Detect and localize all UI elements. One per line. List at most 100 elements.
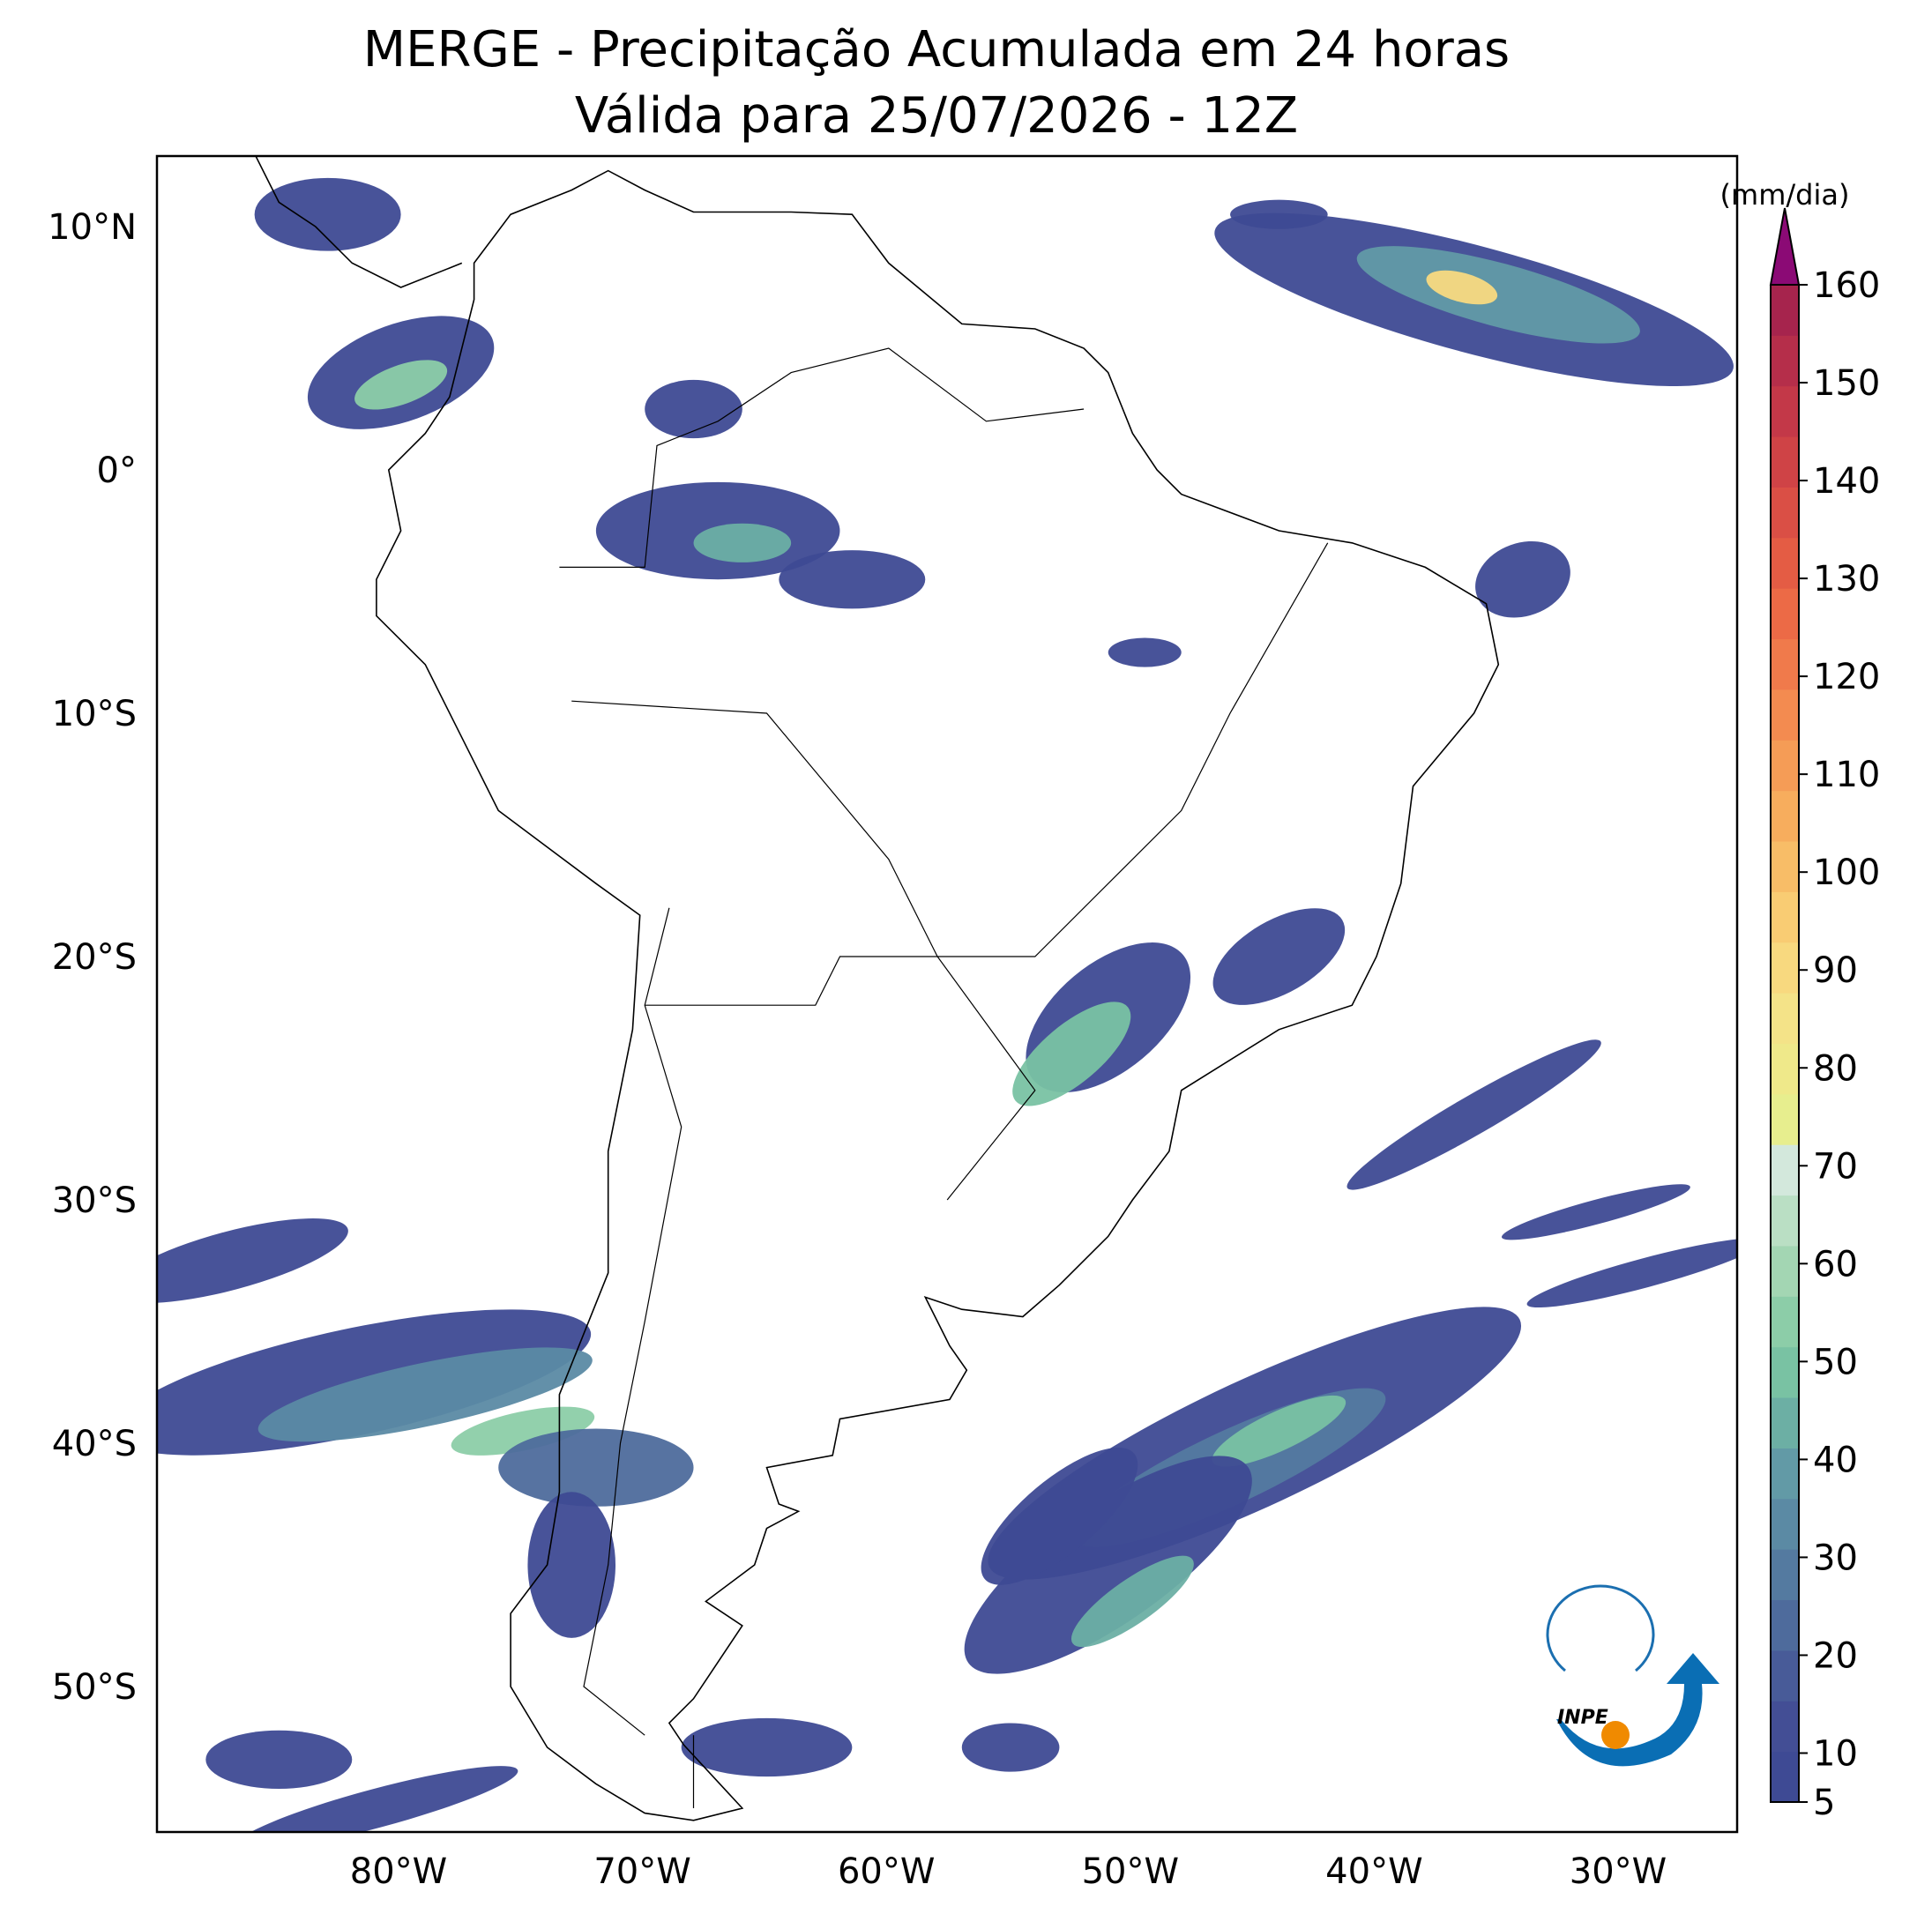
colorbar-extend	[1769, 207, 1801, 286]
colorbar-label: 120	[1813, 657, 1880, 697]
colorbar-band	[1771, 285, 1799, 336]
precip-area	[1475, 540, 1570, 618]
colorbar-band	[1771, 1397, 1799, 1449]
colorbar-band	[1771, 1144, 1799, 1196]
lat-label: 30°S	[52, 1180, 137, 1221]
colorbar-band	[1771, 1195, 1799, 1247]
colorbar-band	[1771, 487, 1799, 539]
colorbar-label: 70	[1813, 1146, 1858, 1187]
title: MERGE - Precipitação Acumulada em 24 hor…	[363, 21, 1510, 78]
colorbar-band	[1771, 1093, 1799, 1145]
colorbar-band	[1771, 1549, 1799, 1601]
colorbar-label: 30	[1813, 1538, 1858, 1578]
colorbar-label: 20	[1813, 1635, 1858, 1676]
colorbar-band	[1771, 1296, 1799, 1348]
border	[571, 700, 938, 957]
colorbar-label: 140	[1813, 461, 1880, 502]
precip-area	[527, 1492, 616, 1638]
precip-area	[964, 1456, 1252, 1674]
colorbar-unit: (mm/dia)	[1720, 178, 1850, 212]
lat-label: 10°N	[48, 207, 137, 248]
border	[583, 907, 683, 1736]
lon-label: 70°W	[593, 1851, 690, 1892]
precip-area	[257, 1347, 593, 1442]
map-frame	[155, 154, 1739, 1834]
border	[936, 542, 1329, 1201]
colorbar-label: 40	[1813, 1440, 1858, 1480]
colorbar-band	[1771, 638, 1799, 690]
precip-area	[961, 1723, 1060, 1772]
colorbar-band	[1771, 1043, 1799, 1095]
colorbar-label: 160	[1813, 265, 1880, 306]
subtitle: Válida para 25/07/2026 - 12Z	[575, 87, 1298, 145]
colorbar-band	[1771, 1650, 1799, 1702]
precip-area	[451, 1406, 595, 1456]
colorbar-label: 150	[1813, 363, 1880, 404]
colorbar-band	[1771, 436, 1799, 488]
colorbar: 5 10 20 30 40 50 60 70 80 90 100 110 120 130 140 150 160…	[1720, 178, 1881, 1823]
colorbar-outline	[1770, 285, 1800, 1803]
precip-area	[779, 550, 926, 609]
border	[559, 347, 1085, 568]
colorbar-band	[1771, 993, 1799, 1044]
colorbar-label: 110	[1813, 755, 1880, 795]
precip-area	[1346, 1039, 1601, 1190]
precip-area	[235, 1766, 518, 1832]
colorbar-band	[1771, 385, 1799, 437]
colorbar-band	[1771, 891, 1799, 943]
colorbar-label: 10	[1813, 1733, 1858, 1774]
colorbar-band	[1771, 790, 1799, 842]
colorbar-band	[1771, 588, 1799, 640]
lon-label: 60°W	[838, 1851, 935, 1892]
map-area	[157, 156, 1737, 1832]
colorbar-band	[1771, 1346, 1799, 1398]
colorbar-band	[1771, 841, 1799, 892]
colorbar-band	[1771, 1751, 1799, 1803]
lat-label: 20°S	[52, 937, 137, 978]
colorbar-label: 5	[1813, 1783, 1835, 1823]
border	[645, 956, 938, 1006]
colorbar-band	[1771, 1448, 1799, 1500]
lon-label: 30°W	[1570, 1851, 1667, 1892]
precip-area	[681, 1717, 853, 1777]
lat-label: 40°S	[52, 1424, 137, 1464]
colorbar-label: 60	[1813, 1244, 1858, 1285]
precip-area	[1212, 908, 1346, 1005]
colorbar-label: 100	[1813, 853, 1880, 893]
precip-area	[1108, 637, 1182, 667]
precip-area	[1526, 1238, 1737, 1308]
lat-label: 50°S	[52, 1667, 137, 1708]
colorbar-band	[1771, 740, 1799, 792]
colorbar-band	[1771, 689, 1799, 741]
lon-label: 80°W	[350, 1851, 447, 1892]
colorbar-band	[1771, 335, 1799, 387]
lon-label: 40°W	[1325, 1851, 1422, 1892]
colorbar-label: 90	[1813, 950, 1858, 991]
colorbar-band	[1771, 942, 1799, 994]
colorbar-band	[1771, 1245, 1799, 1297]
precip-area	[693, 523, 792, 562]
precip-area	[1230, 199, 1328, 229]
colorbar-label: 130	[1813, 559, 1880, 600]
coastline	[376, 169, 1500, 1821]
lat-label: 0°	[97, 451, 137, 491]
lon-label: 50°W	[1082, 1851, 1179, 1892]
precip-area	[981, 1447, 1138, 1585]
precip-area	[1070, 1555, 1194, 1648]
precip-area	[645, 379, 742, 439]
precip-area	[1502, 1184, 1690, 1240]
colorbar-band	[1771, 537, 1799, 589]
colorbar-band	[1771, 1599, 1799, 1651]
logo-text: INPE	[1557, 1707, 1608, 1729]
precip-area	[1426, 270, 1498, 305]
colorbar-band	[1771, 1701, 1799, 1753]
precip-area	[1012, 1002, 1131, 1106]
precip-area	[1356, 246, 1640, 344]
precip-area	[157, 1218, 348, 1304]
colorbar-label: 80	[1813, 1048, 1858, 1089]
coastline	[255, 156, 463, 288]
colorbar-label: 50	[1813, 1342, 1858, 1382]
colorbar-band	[1771, 1498, 1799, 1550]
precip-area	[205, 1730, 353, 1789]
